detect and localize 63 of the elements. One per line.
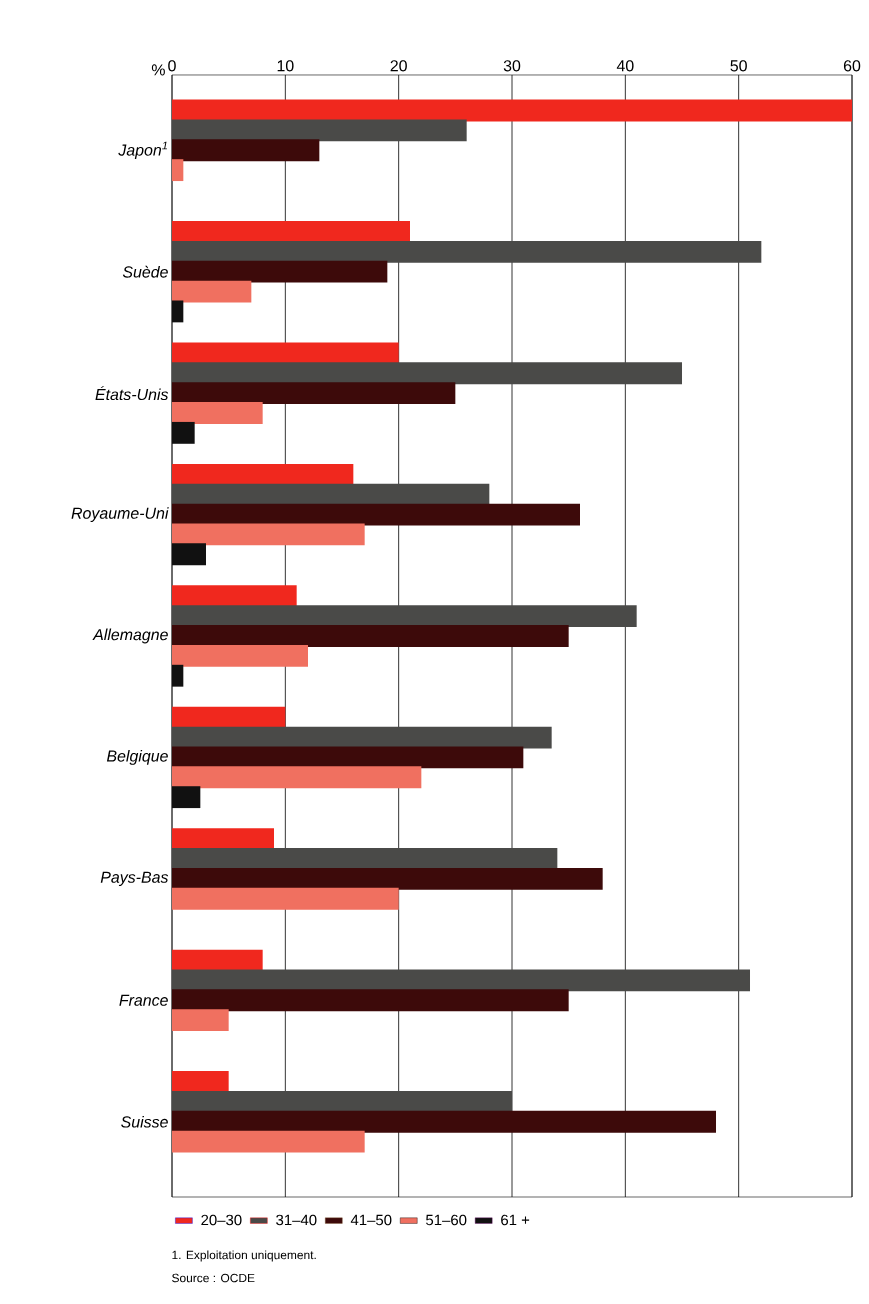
bar <box>172 706 286 729</box>
y-tick-label: Japon$^{1}$ <box>118 141 168 159</box>
x-tick-label: 10 <box>277 60 294 72</box>
bar <box>172 382 456 405</box>
bar <box>172 1009 229 1032</box>
legend-label: 51–60 <box>426 1214 467 1226</box>
bar <box>172 1130 365 1153</box>
x-tick-label: 50 <box>730 60 747 72</box>
legend-label: 20–30 <box>201 1214 242 1226</box>
bar <box>172 139 320 162</box>
bar <box>172 300 184 323</box>
bar <box>172 664 184 687</box>
bar <box>172 828 274 851</box>
text: 1. Exploitation uniquement. <box>172 1250 316 1262</box>
bar <box>172 887 399 910</box>
bar <box>172 989 569 1012</box>
bar <box>172 280 252 303</box>
bar <box>172 605 637 628</box>
bar <box>172 625 569 647</box>
bar <box>172 260 388 283</box>
bar <box>172 463 354 486</box>
x-tick-label: 20 <box>390 60 407 72</box>
bar <box>172 421 195 444</box>
bar <box>172 1110 716 1133</box>
legend-label: 41–50 <box>350 1214 392 1226</box>
y-tick-label: Royaume-Uni <box>71 507 169 522</box>
bar <box>172 240 762 263</box>
bar <box>172 402 263 424</box>
y-tick-label: Pays-Bas <box>100 871 169 886</box>
bar <box>172 644 308 667</box>
bar <box>172 786 201 809</box>
bar <box>172 766 422 789</box>
bar <box>172 1071 229 1093</box>
bar <box>172 543 206 566</box>
bar <box>172 99 852 122</box>
bar <box>172 867 603 890</box>
bar <box>172 221 410 243</box>
bar <box>172 523 365 546</box>
x-tick-label: 0 <box>168 60 176 72</box>
bar <box>172 585 297 608</box>
bar <box>172 503 580 526</box>
x-axis-title: % <box>151 64 165 76</box>
source-note: Source : OCDE <box>172 1273 255 1283</box>
bar <box>172 1090 512 1113</box>
y-tick-label: États-Unis <box>95 386 169 401</box>
bar <box>172 342 399 365</box>
y-tick-label: Suisse <box>121 1115 168 1128</box>
bar <box>172 746 524 769</box>
bar <box>172 362 682 385</box>
legend-label: 31–40 <box>276 1214 317 1226</box>
legend-label: 61 + <box>501 1214 530 1226</box>
y-tick-label: Suède <box>122 265 168 278</box>
x-tick-label: 60 <box>843 60 861 72</box>
bar <box>172 159 184 182</box>
bar <box>172 848 558 870</box>
bar <box>172 483 490 506</box>
y-tick-label: Allemagne <box>92 628 168 644</box>
bar <box>172 969 750 992</box>
y-tick-label: France <box>119 994 168 1006</box>
y-tick-label: Belgique <box>106 750 168 765</box>
x-tick-label: 40 <box>616 60 634 72</box>
x-tick-label: 30 <box>503 60 521 72</box>
bar <box>172 119 467 142</box>
